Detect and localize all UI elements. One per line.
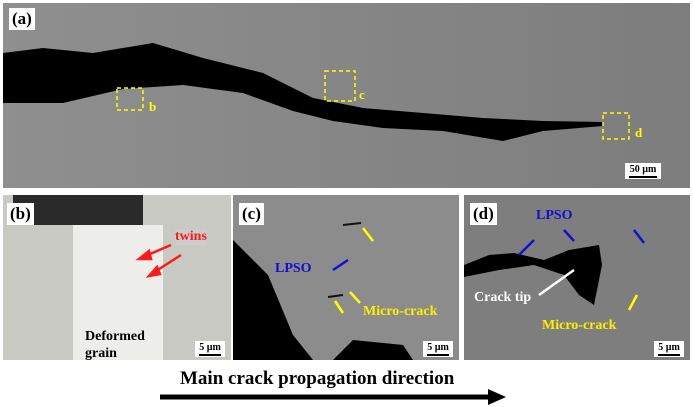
box-label-d: d: [635, 125, 643, 140]
panel-c: (c) LPSO Micro-crack 5 µm: [233, 195, 459, 360]
panel-b: (b) twins Deformed grain 5 µm: [3, 195, 231, 360]
caption: Main crack propagation direction: [180, 368, 455, 389]
box-label-b: b: [149, 99, 157, 114]
box-b: [116, 87, 144, 111]
scale-bar: 50 µm: [625, 163, 661, 179]
lpso-label: LPSO: [536, 208, 573, 223]
panel-label: (a): [9, 8, 35, 30]
micrograph-c: [233, 222, 413, 360]
scale-bar: 5 µm: [423, 341, 453, 357]
lpso-label: LPSO: [275, 261, 312, 276]
panel-d: (d) LPSO Crack tip Micro-crack 5 µm: [464, 195, 690, 360]
box-c: [324, 70, 356, 102]
panel-label: (d): [470, 203, 497, 225]
scale-bar: 5 µm: [654, 341, 684, 357]
box-d: [602, 112, 630, 140]
box-label-c: c: [359, 87, 365, 102]
deformed-grain-label: Deformed grain: [85, 329, 145, 360]
red-arrows: [135, 243, 182, 278]
micrograph-d: [464, 229, 645, 311]
micro-crack-label: Micro-crack: [542, 318, 617, 333]
twins-label: twins: [175, 229, 207, 245]
direction-arrow: [160, 389, 506, 405]
micro-crack-label: Micro-crack: [363, 304, 438, 319]
scale-bar: 5 µm: [195, 341, 225, 357]
crack-tip-label: Crack tip: [474, 290, 532, 305]
panel-a: b c d (a) 50 µm: [3, 3, 690, 188]
panel-label: (c): [239, 203, 264, 225]
panel-label: (b): [7, 203, 34, 225]
main-crack: [3, 3, 690, 188]
